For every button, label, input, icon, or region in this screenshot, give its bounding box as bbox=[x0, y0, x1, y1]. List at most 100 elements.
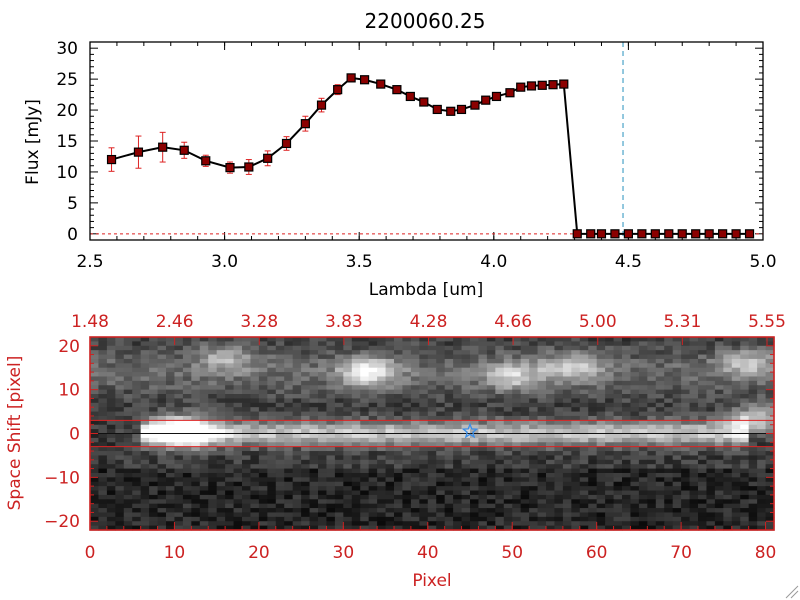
image-pixel bbox=[427, 437, 437, 443]
image-pixel bbox=[664, 525, 674, 531]
image-pixel bbox=[698, 486, 708, 492]
image-pixel bbox=[478, 477, 488, 483]
image-pixel bbox=[199, 481, 209, 487]
image-pixel bbox=[495, 407, 505, 413]
image-pixel bbox=[208, 503, 218, 509]
image-pixel bbox=[714, 490, 724, 496]
image-pixel bbox=[579, 420, 589, 426]
data-point bbox=[456, 104, 467, 115]
image-pixel bbox=[605, 350, 615, 356]
image-pixel bbox=[486, 472, 496, 478]
image-pixel bbox=[360, 411, 370, 417]
image-pixel bbox=[208, 446, 218, 452]
image-pixel bbox=[622, 508, 632, 514]
image-pixel bbox=[106, 508, 116, 514]
image-pixel bbox=[757, 472, 767, 478]
image-pixel bbox=[123, 481, 133, 487]
image-pixel bbox=[149, 486, 159, 492]
image-pixel bbox=[562, 437, 572, 443]
image-pixel bbox=[174, 420, 184, 426]
image-pixel bbox=[605, 424, 615, 430]
image-pixel bbox=[630, 394, 640, 400]
image-pixel bbox=[115, 415, 125, 421]
image-pixel bbox=[444, 503, 454, 509]
image-pixel bbox=[377, 512, 387, 518]
image-pixel bbox=[478, 442, 488, 448]
image-pixel bbox=[301, 424, 311, 430]
image-pixel bbox=[765, 486, 775, 492]
image-pixel bbox=[106, 455, 116, 461]
image-pixel bbox=[301, 350, 311, 356]
image-pixel bbox=[191, 411, 201, 417]
image-pixel bbox=[520, 516, 530, 522]
image-pixel bbox=[698, 433, 708, 439]
image-pixel bbox=[368, 455, 378, 461]
image-pixel bbox=[343, 459, 353, 465]
image-pixel bbox=[672, 437, 682, 443]
image-pixel bbox=[292, 407, 302, 413]
image-pixel bbox=[318, 472, 328, 478]
image-pixel bbox=[343, 468, 353, 474]
image-pixel bbox=[98, 481, 108, 487]
image-pixel bbox=[520, 402, 530, 408]
image-pixel bbox=[242, 486, 252, 492]
image-pixel bbox=[714, 376, 724, 382]
image-pixel bbox=[486, 477, 496, 483]
image-pixel bbox=[461, 464, 471, 470]
image-pixel bbox=[714, 499, 724, 505]
image-pixel bbox=[208, 499, 218, 505]
image-pixel bbox=[318, 451, 328, 457]
image-pixel bbox=[672, 433, 682, 439]
image-pixel bbox=[613, 455, 623, 461]
image-pixel bbox=[495, 358, 505, 364]
image-pixel bbox=[503, 376, 513, 382]
image-pixel bbox=[275, 354, 285, 360]
image-pixel bbox=[478, 358, 488, 364]
image-pixel bbox=[740, 446, 750, 452]
image-pixel bbox=[723, 481, 733, 487]
image-pixel bbox=[765, 429, 775, 435]
image-pixel bbox=[613, 358, 623, 364]
data-point bbox=[346, 73, 356, 83]
image-pixel bbox=[655, 486, 665, 492]
image-pixel bbox=[605, 503, 615, 509]
image-pixel bbox=[98, 508, 108, 514]
image-pixel bbox=[123, 385, 133, 391]
image-pixel bbox=[334, 420, 344, 426]
image-pixel bbox=[208, 429, 218, 435]
image-pixel bbox=[537, 354, 547, 360]
image-pixel bbox=[166, 433, 176, 439]
image-pixel bbox=[748, 459, 758, 465]
image-pixel bbox=[225, 358, 235, 364]
image-pixel bbox=[647, 429, 657, 435]
image-pixel bbox=[402, 420, 412, 426]
image-pixel bbox=[529, 486, 539, 492]
image-pixel bbox=[132, 420, 142, 426]
image-pixel bbox=[258, 490, 268, 496]
image-pixel bbox=[723, 376, 733, 382]
image-pixel bbox=[740, 394, 750, 400]
resize-grip-icon[interactable] bbox=[785, 585, 799, 599]
image-pixel bbox=[284, 481, 294, 487]
image-pixel bbox=[698, 442, 708, 448]
image-pixel bbox=[394, 508, 404, 514]
image-pixel bbox=[157, 341, 167, 347]
image-pixel bbox=[284, 402, 294, 408]
image-pixel bbox=[419, 494, 429, 500]
image-pixel bbox=[208, 468, 218, 474]
image-pixel bbox=[495, 468, 505, 474]
image-pixel bbox=[512, 363, 522, 369]
image-pixel bbox=[748, 345, 758, 351]
image-pixel bbox=[360, 451, 370, 457]
image-pixel bbox=[334, 350, 344, 356]
image-pixel bbox=[537, 337, 547, 342]
image-pixel bbox=[250, 345, 260, 351]
image-pixel bbox=[225, 402, 235, 408]
image-pixel bbox=[630, 402, 640, 408]
image-pixel bbox=[731, 367, 741, 373]
image-pixel bbox=[174, 521, 184, 527]
image-pixel bbox=[275, 494, 285, 500]
image-pixel bbox=[622, 350, 632, 356]
image-pixel bbox=[681, 490, 691, 496]
image-pixel bbox=[579, 394, 589, 400]
